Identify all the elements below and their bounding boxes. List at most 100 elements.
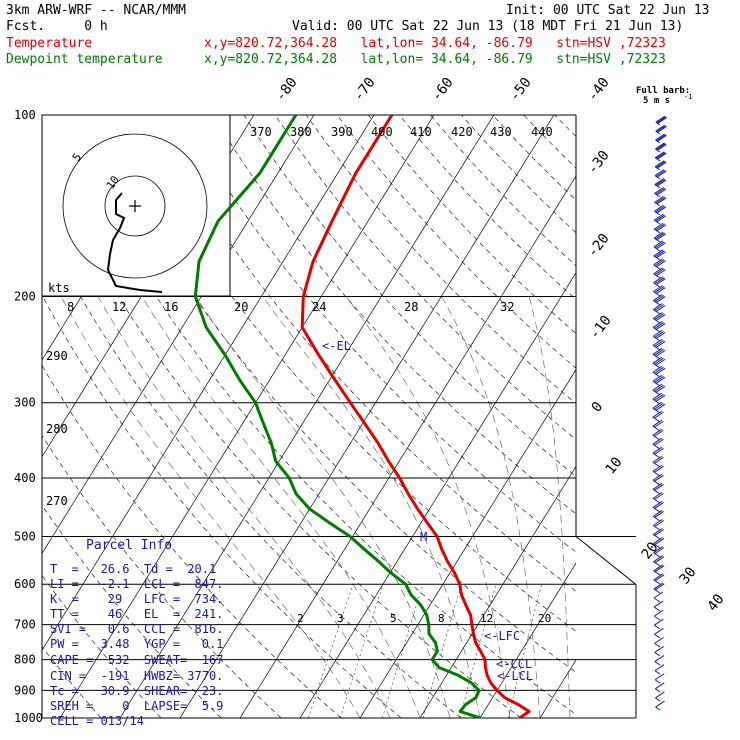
hodograph-ring bbox=[104, 175, 166, 237]
wind-barb-flag bbox=[657, 143, 667, 151]
wind-barb-flag bbox=[654, 286, 665, 294]
isotherm-line bbox=[359, 368, 576, 718]
parcel-info-title: Parcel Info bbox=[86, 538, 173, 553]
wind-barb-flag bbox=[656, 116, 667, 124]
mixing-ratio-top-label: 24 bbox=[312, 300, 326, 314]
wind-barb-flag bbox=[657, 117, 667, 124]
barb-legend-value: 5 m s bbox=[643, 96, 670, 106]
dry-adiabat-line bbox=[212, 115, 576, 515]
wind-barb bbox=[652, 452, 661, 459]
wind-barb-flag bbox=[652, 321, 663, 328]
wind-barb bbox=[654, 642, 661, 648]
wind-barb-flag bbox=[652, 356, 663, 364]
wind-barb-flag bbox=[653, 591, 664, 599]
wind-barb bbox=[654, 679, 661, 684]
wind-barb-flag bbox=[654, 565, 665, 573]
wind-barb-flag bbox=[653, 222, 664, 230]
wind-barb-flag bbox=[654, 636, 664, 644]
isotherm-line bbox=[119, 115, 495, 718]
wind-barb-flag bbox=[652, 419, 663, 427]
wind-barb-flag bbox=[652, 383, 663, 391]
theta-left-label: 290 bbox=[46, 349, 68, 363]
coord-temperature: x,y=820.72,364.28 lat,lon= 34.64, -86.79… bbox=[204, 36, 666, 51]
pressure-tick-label: 900 bbox=[14, 683, 36, 697]
pressure-tick-label: 700 bbox=[14, 618, 36, 632]
wind-barb-flag bbox=[656, 224, 667, 232]
init-time: Init: 00 UTC Sat 22 Jun 13 bbox=[506, 3, 710, 18]
mixing-ratio-bottom-label: 2 bbox=[297, 612, 304, 625]
wind-barb-flag bbox=[654, 268, 665, 276]
dry-adiabat-line bbox=[461, 115, 576, 234]
isotherm-line bbox=[179, 115, 555, 718]
dry-adiabat-line bbox=[42, 504, 222, 718]
wind-barb-flag bbox=[654, 501, 664, 509]
wind-barb-flag bbox=[652, 510, 663, 517]
wind-barb bbox=[652, 443, 661, 450]
wind-barb-flag bbox=[656, 233, 666, 241]
wind-barb bbox=[652, 416, 661, 423]
mixing-ratio-bottom-label: 12 bbox=[480, 612, 493, 625]
wind-barb-flag bbox=[653, 537, 663, 545]
dry-adiabat-line bbox=[181, 115, 576, 553]
wind-barb-flag bbox=[654, 339, 664, 347]
valid-time: Valid: 00 UTC Sat 22 Jun 13 (18 MDT Fri … bbox=[292, 19, 684, 34]
wind-barb-flag bbox=[654, 655, 665, 662]
wind-barb-flag bbox=[655, 187, 666, 195]
wind-barb-flag bbox=[653, 303, 663, 310]
wind-barb bbox=[653, 597, 661, 603]
isotherm-tick-label: -80 bbox=[273, 75, 301, 105]
frame-diagonal bbox=[575, 536, 637, 585]
wind-barb-flag bbox=[655, 223, 665, 231]
theta-tick-label: 410 bbox=[410, 125, 432, 139]
wind-barb-flag bbox=[654, 313, 664, 320]
wind-barb bbox=[653, 552, 661, 558]
wind-barb-flag bbox=[654, 618, 664, 626]
wind-barb-flag bbox=[654, 420, 664, 428]
wind-barb-flag bbox=[655, 161, 666, 168]
wind-barb-flag bbox=[657, 134, 667, 142]
wind-barb-flag bbox=[654, 393, 664, 401]
wind-barb-flag bbox=[656, 269, 666, 277]
wind-barb-flag bbox=[654, 456, 664, 464]
wind-barb-flag bbox=[656, 260, 666, 268]
pressure-tick-label: 300 bbox=[14, 396, 36, 410]
dry-adiabat-line bbox=[492, 115, 576, 201]
mixing-ratio-bottom-label: 5 bbox=[390, 612, 397, 625]
wind-barb-flag bbox=[654, 438, 664, 446]
wind-barb-flag bbox=[654, 529, 665, 536]
level-marker: <-CCL bbox=[496, 657, 532, 671]
wind-barb-flag bbox=[656, 143, 666, 151]
wind-barb-flag bbox=[656, 251, 666, 259]
mixing-ratio-line bbox=[508, 584, 542, 718]
wind-barb bbox=[653, 561, 661, 567]
wind-barb-flag bbox=[654, 520, 664, 527]
wind-barb bbox=[652, 516, 661, 522]
wind-barb-flag bbox=[656, 278, 666, 286]
wind-barb bbox=[652, 479, 661, 486]
wind-barb-flag bbox=[654, 169, 665, 177]
isotherm-line bbox=[59, 115, 435, 718]
wind-barb-flag bbox=[656, 287, 666, 294]
isotherm-line bbox=[299, 272, 576, 718]
wind-barb-flag bbox=[653, 249, 664, 257]
wind-barb-flag bbox=[653, 267, 663, 275]
mixing-ratio-top-label: 28 bbox=[404, 300, 418, 314]
dry-adiabat-line bbox=[305, 115, 576, 405]
mixing-ratio-top-label: 32 bbox=[500, 300, 514, 314]
wind-barb-flag bbox=[655, 367, 666, 375]
wind-barb-flag bbox=[654, 682, 665, 690]
pressure-tick-label: 1000 bbox=[14, 711, 43, 725]
wind-barb-flag bbox=[652, 401, 663, 409]
wind-barb-flag bbox=[653, 240, 664, 248]
wind-barb-flag bbox=[654, 556, 665, 564]
wind-barb-flag bbox=[655, 169, 666, 177]
wind-barb-flag bbox=[656, 215, 667, 223]
forecast-hour: Fcst. 0 h bbox=[6, 19, 108, 34]
wind-barb-flag bbox=[654, 322, 664, 329]
wind-barb-flag bbox=[655, 196, 666, 204]
wind-barb-flag bbox=[652, 374, 663, 382]
wind-barb-flag bbox=[655, 205, 665, 213]
wind-barb-flag bbox=[652, 410, 663, 418]
theta-tick-label: 390 bbox=[331, 125, 353, 139]
